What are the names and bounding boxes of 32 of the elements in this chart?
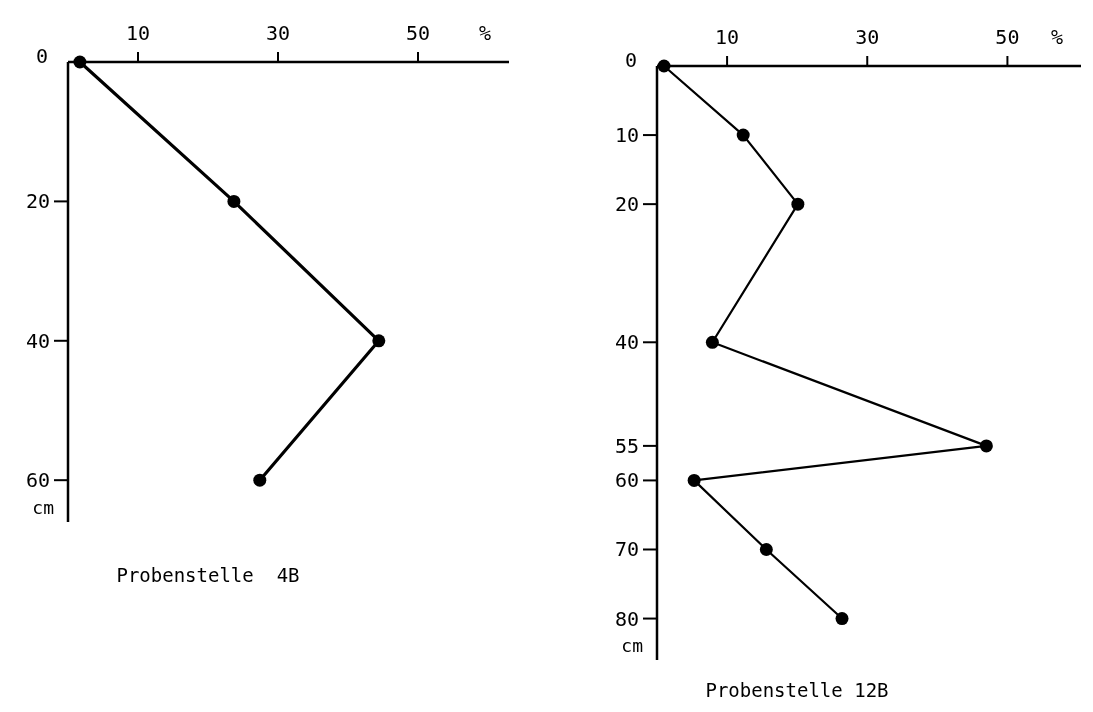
x-axis-title: % xyxy=(1051,25,1064,49)
point xyxy=(705,335,719,349)
y-tick-label: 60 xyxy=(614,468,639,493)
x-tick-label: 30 xyxy=(855,25,880,49)
y-tick-label: 80 xyxy=(614,606,639,631)
y-tick-label: 10 xyxy=(614,123,639,148)
point xyxy=(687,473,701,487)
y-tick-label: 40 xyxy=(614,330,639,355)
y-tick-label: 20 xyxy=(614,192,639,217)
x-tick-label: 30 xyxy=(265,21,291,45)
point xyxy=(979,439,993,453)
x-tick-label: 10 xyxy=(125,21,151,45)
x-tick-label: 50 xyxy=(995,25,1020,49)
x-tick-label: 50 xyxy=(405,21,431,45)
x-axis-title: % xyxy=(479,21,492,45)
text: Probenstelle 12B xyxy=(705,679,889,701)
y-tick-label: 55 xyxy=(614,433,639,458)
y-tick-label: 60 xyxy=(25,468,50,493)
x-tick-label: 10 xyxy=(715,25,740,49)
point xyxy=(657,59,671,73)
y-tick-label: 20 xyxy=(25,189,50,214)
y-axis-title: cm xyxy=(32,497,54,518)
y-tick-label: 0 xyxy=(35,44,48,68)
text: Probenstelle 4B xyxy=(116,564,300,586)
point xyxy=(791,197,805,211)
y-axis-title: cm xyxy=(621,635,643,656)
point xyxy=(736,128,750,142)
point xyxy=(759,542,773,556)
y-tick-label: 40 xyxy=(25,328,50,353)
y-tick-label: 0 xyxy=(624,48,637,72)
point xyxy=(835,612,849,626)
y-tick-label: 70 xyxy=(614,537,639,562)
